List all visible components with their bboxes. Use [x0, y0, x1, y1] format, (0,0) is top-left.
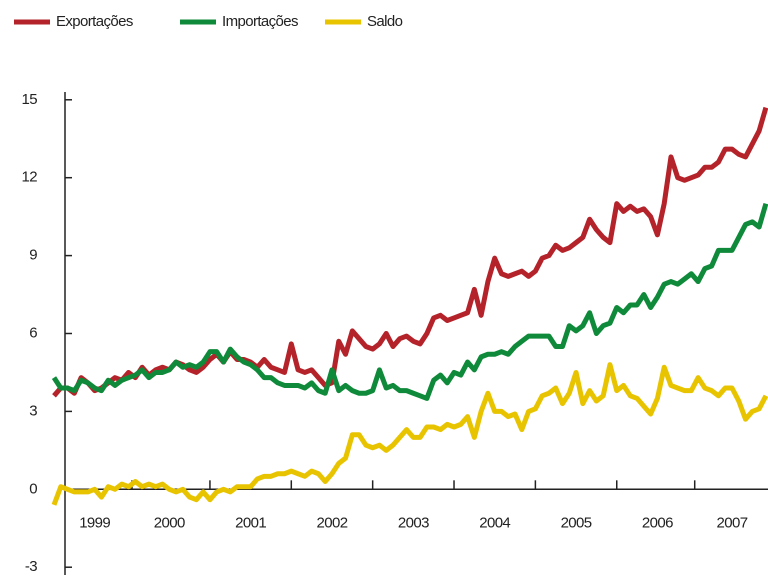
x-tick-label: 2000 [154, 514, 185, 531]
x-tick-label: 2004 [479, 514, 510, 531]
x-tick-label: 2003 [398, 514, 429, 531]
series-line [52, 106, 768, 398]
y-tick-label: 6 [29, 324, 37, 341]
x-tick-label: 2005 [561, 514, 592, 531]
y-tick-label: 0 [29, 480, 37, 497]
plot-area [51, 106, 768, 506]
x-tick-label: 2001 [235, 514, 266, 531]
series-line [51, 202, 768, 401]
x-tick-label: 1999 [79, 514, 110, 531]
x-tick-label: 2007 [717, 514, 748, 531]
y-tick-label: 3 [29, 402, 37, 419]
y-tick-label: 15 [22, 91, 38, 108]
y-tick-label: 9 [29, 247, 37, 264]
legend-label: Saldo [367, 13, 403, 30]
x-tick-label: 2002 [316, 514, 347, 531]
y-tick-label: 12 [22, 169, 38, 186]
y-tick-label: -3 [25, 558, 37, 575]
legend-label: Exportações [56, 13, 133, 30]
series-line [51, 362, 768, 506]
legend-label: Importações [222, 13, 298, 30]
x-tick-label: 2006 [642, 514, 673, 531]
